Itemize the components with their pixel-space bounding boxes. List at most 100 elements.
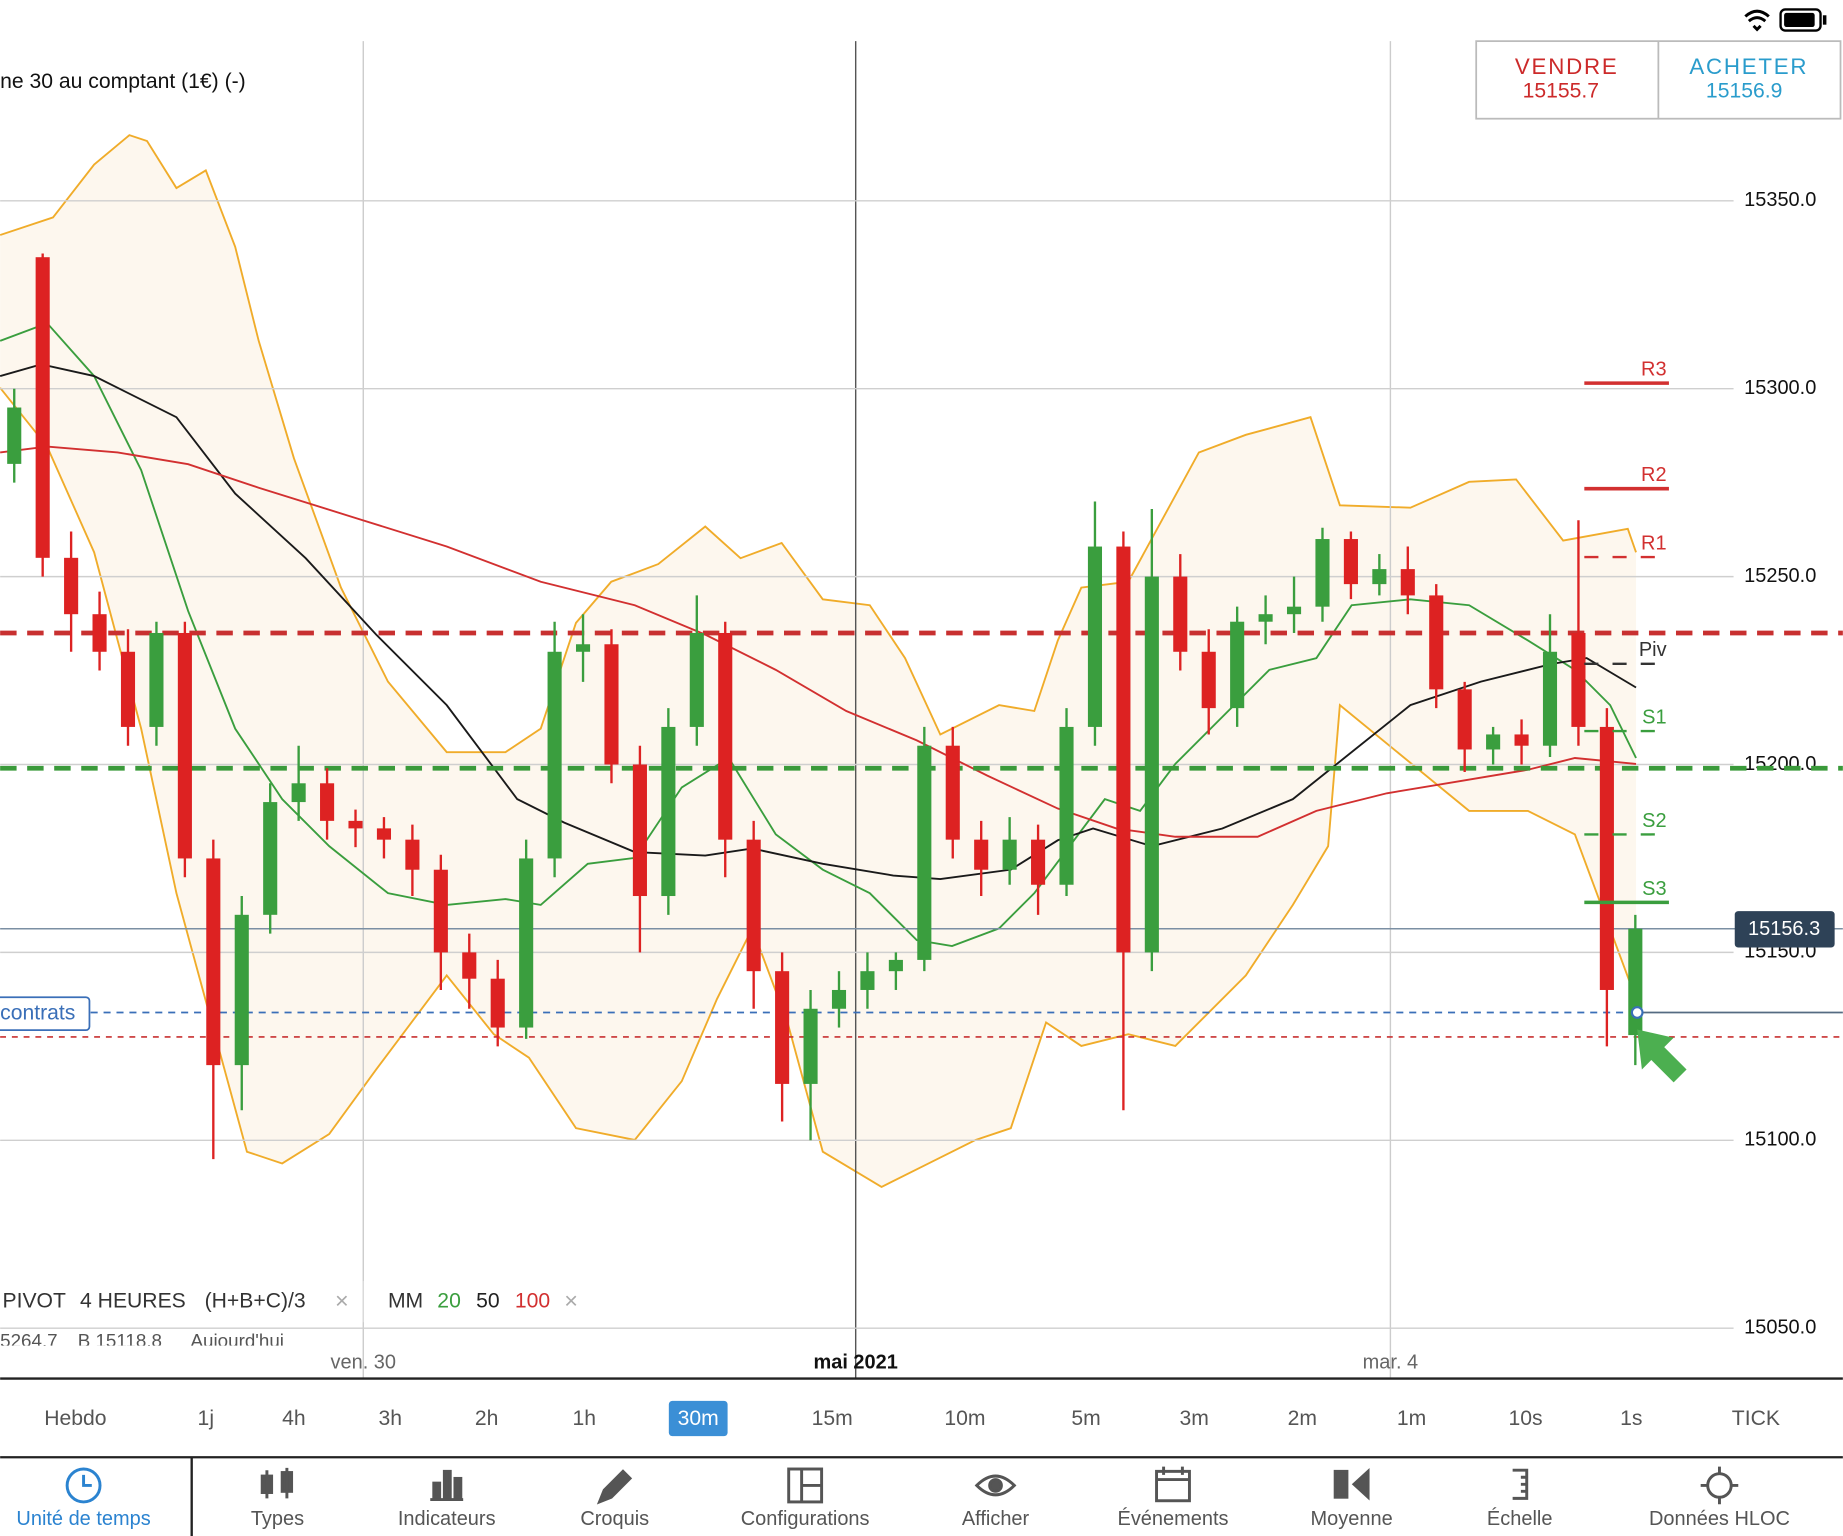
timeframe-selected[interactable] bbox=[668, 1400, 728, 1437]
toolbar-label[interactable]: Configurations bbox=[741, 1508, 870, 1530]
timeframe[interactable]: 10s bbox=[1509, 1407, 1543, 1430]
bollinger-band bbox=[0, 135, 1637, 1187]
x-tick-label: mai 2021 bbox=[813, 1352, 897, 1374]
y-tick-label: 15200.0 bbox=[1744, 753, 1816, 775]
legend-pivot: PIVOT bbox=[2, 1290, 66, 1313]
candle-body bbox=[1087, 546, 1103, 727]
candle-body bbox=[1059, 726, 1074, 885]
buy-label[interactable]: ACHETER bbox=[1689, 54, 1808, 79]
y-tick-label: 15300.0 bbox=[1744, 377, 1816, 399]
timeframe[interactable]: Hebdo bbox=[44, 1407, 106, 1430]
toolbar-label[interactable]: Données HLOC bbox=[1649, 1508, 1790, 1530]
trade-buttons[interactable]: VENDRE 15155.7 ACHETER 15156.9 bbox=[1475, 40, 1842, 120]
candle-body bbox=[1286, 606, 1302, 615]
toolbar-label[interactable]: Types bbox=[251, 1508, 304, 1530]
legend-mm: MM bbox=[388, 1290, 423, 1313]
toolbar-label[interactable]: Afficher bbox=[962, 1508, 1030, 1530]
sell-price[interactable]: 15155.7 bbox=[1523, 79, 1599, 102]
legend-close[interactable]: × bbox=[335, 1287, 349, 1313]
pivot-label: S1 bbox=[1642, 706, 1666, 728]
candle-body bbox=[604, 644, 619, 765]
price-tag bbox=[1734, 911, 1835, 948]
timeframe[interactable]: 4h bbox=[282, 1407, 306, 1430]
sell-label[interactable]: VENDRE bbox=[1515, 54, 1619, 79]
timeframe[interactable]: 1h bbox=[572, 1407, 596, 1430]
timeframe[interactable]: 1s bbox=[1620, 1407, 1642, 1430]
timeframe[interactable]: 2h bbox=[475, 1407, 499, 1430]
toolbar-icon[interactable] bbox=[974, 1474, 1017, 1497]
toolbar-icon[interactable] bbox=[1333, 1468, 1370, 1501]
legend-close[interactable]: × bbox=[564, 1287, 578, 1313]
timeframe[interactable]: TICK bbox=[1732, 1407, 1780, 1430]
candle-body bbox=[1315, 539, 1330, 607]
candle-body bbox=[945, 745, 960, 840]
candle-body bbox=[803, 1008, 818, 1084]
candle-body bbox=[1372, 569, 1387, 585]
position-box bbox=[0, 996, 91, 1032]
candle-body bbox=[490, 978, 505, 1028]
candle-body bbox=[291, 783, 306, 803]
timeframe[interactable]: 10m bbox=[944, 1407, 985, 1430]
candle-body bbox=[575, 644, 591, 652]
toolbar-label[interactable]: Moyenne bbox=[1311, 1508, 1393, 1530]
pivot-label: R3 bbox=[1641, 358, 1667, 380]
legend-cut: 5264.7 bbox=[0, 1330, 58, 1351]
candle-body bbox=[718, 632, 733, 840]
timeframe[interactable]: 5m bbox=[1071, 1407, 1100, 1430]
toolbar-label[interactable]: Unité de temps bbox=[16, 1508, 150, 1530]
candle-body bbox=[1599, 726, 1614, 990]
legend-period: 4 HEURES bbox=[80, 1290, 186, 1313]
buy-price[interactable]: 15156.9 bbox=[1706, 79, 1782, 102]
toolbar-label[interactable]: Croquis bbox=[580, 1508, 649, 1530]
toolbar-label[interactable]: Indicateurs bbox=[398, 1508, 496, 1530]
legend-cut: B 15118.8 bbox=[78, 1330, 162, 1351]
y-tick-label: 15100.0 bbox=[1744, 1129, 1816, 1151]
toolbar-label[interactable]: Événements bbox=[1117, 1507, 1228, 1530]
candle-body bbox=[405, 839, 420, 870]
toolbar-icon[interactable] bbox=[787, 1467, 824, 1504]
toolbar-icon[interactable] bbox=[260, 1467, 294, 1499]
pivot-label: R2 bbox=[1641, 464, 1667, 486]
candle-body bbox=[1628, 928, 1643, 1036]
ma-100 bbox=[0, 445, 1637, 838]
candle-body bbox=[120, 651, 136, 727]
legend-mm-period: 50 bbox=[476, 1290, 500, 1313]
timeframe[interactable]: 1j bbox=[198, 1407, 214, 1430]
toolbar-icon[interactable] bbox=[1700, 1466, 1739, 1505]
candle-body bbox=[1230, 621, 1245, 709]
status-icons bbox=[1744, 8, 1827, 32]
timeframe[interactable]: 1m bbox=[1397, 1407, 1426, 1430]
toolbar-icon[interactable] bbox=[1512, 1468, 1529, 1500]
candle-body bbox=[974, 839, 989, 870]
timeframe[interactable]: 3h bbox=[379, 1407, 403, 1430]
candle-body bbox=[206, 858, 221, 1066]
toolbar-icon[interactable] bbox=[596, 1469, 633, 1505]
candle-body bbox=[860, 971, 875, 990]
candle-body bbox=[149, 632, 164, 727]
candle-body bbox=[888, 959, 903, 972]
pivot-label: S3 bbox=[1642, 878, 1666, 900]
toolbar-icon[interactable] bbox=[1155, 1466, 1191, 1503]
pivot-label: S2 bbox=[1642, 810, 1666, 832]
bollinger-upper bbox=[0, 134, 1637, 754]
candle-body bbox=[1173, 576, 1188, 652]
timeframe[interactable]: 15m bbox=[812, 1407, 853, 1430]
timeframe[interactable]: 30m bbox=[678, 1407, 719, 1430]
toolbar-icon[interactable] bbox=[430, 1469, 464, 1502]
indicator-legend: PIVOT 4 HEURES (H+B+C)/3 × MM 20 50 100 … bbox=[0, 1280, 578, 1351]
toolbar-label[interactable]: Échelle bbox=[1487, 1507, 1553, 1530]
timeframe[interactable]: 2m bbox=[1288, 1407, 1317, 1430]
candle-body bbox=[376, 828, 392, 840]
y-tick-label: 15050.0 bbox=[1744, 1316, 1816, 1338]
candle-body bbox=[1116, 546, 1131, 953]
legend-formula: (H+B+C)/3 bbox=[205, 1290, 306, 1313]
y-tick-label: 15350.0 bbox=[1744, 189, 1816, 211]
candle-body bbox=[433, 869, 448, 953]
candle-body bbox=[689, 632, 704, 727]
candle-body bbox=[92, 614, 107, 652]
timeframe[interactable]: 3m bbox=[1179, 1407, 1208, 1430]
instrument-title: ne 30 au comptant (1€) (-) bbox=[0, 70, 246, 93]
candle-body bbox=[1400, 569, 1415, 596]
toolbar-icon[interactable] bbox=[65, 1467, 102, 1504]
